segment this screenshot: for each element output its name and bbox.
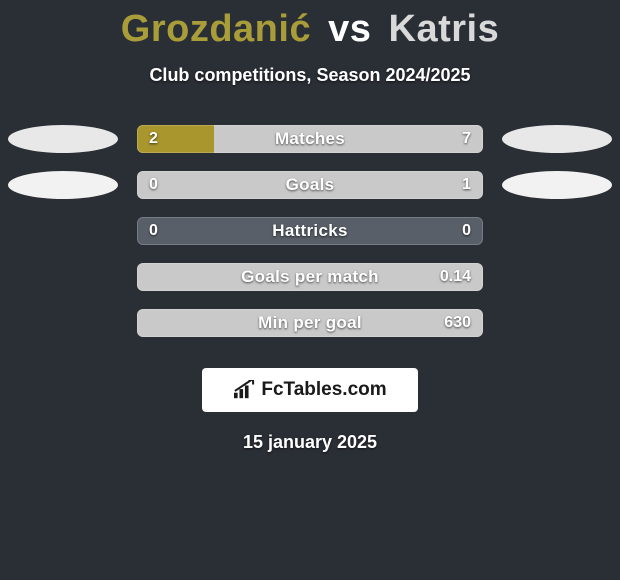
subtitle: Club competitions, Season 2024/2025 — [0, 65, 620, 86]
stat-label: Hattricks — [272, 221, 347, 241]
player1-badge — [8, 171, 118, 199]
player2-name: Katris — [389, 8, 500, 50]
stat-value-right: 1 — [462, 176, 471, 194]
stat-label: Goals — [286, 175, 335, 195]
logo-box: FcTables.com — [202, 368, 418, 412]
stat-value-left: 0 — [149, 176, 158, 194]
stat-bar: 0 0 Hattricks — [137, 217, 483, 245]
player1-name: Grozdanić — [121, 8, 311, 50]
stat-row: 630 Min per goal — [0, 300, 620, 346]
stat-value-right: 7 — [462, 130, 471, 148]
stat-row: 0 1 Goals — [0, 162, 620, 208]
logo-text: FcTables.com — [261, 379, 386, 401]
stat-value-left: 0 — [149, 222, 158, 240]
stat-value-right: 0.14 — [440, 268, 471, 286]
stats-container: 2 7 Matches 0 1 Goals 0 0 Hattricks 0.14 Goals per… — [0, 116, 620, 346]
stat-bar: 630 Min per goal — [137, 309, 483, 337]
fctables-icon — [233, 380, 255, 400]
stat-value-right: 630 — [444, 314, 471, 332]
stat-row: 2 7 Matches — [0, 116, 620, 162]
stat-bar: 0.14 Goals per match — [137, 263, 483, 291]
player1-badge — [8, 125, 118, 153]
stat-label: Min per goal — [258, 313, 362, 333]
stat-row: 0.14 Goals per match — [0, 254, 620, 300]
comparison-title: Grozdanić vs Katris — [0, 0, 620, 51]
stat-label: Matches — [275, 129, 345, 149]
stat-label: Goals per match — [241, 267, 379, 287]
date-label: 15 january 2025 — [0, 432, 620, 453]
player2-badge — [502, 125, 612, 153]
player2-badge — [502, 171, 612, 199]
vs-label: vs — [328, 8, 371, 50]
stat-value-left: 2 — [149, 130, 158, 148]
stat-row: 0 0 Hattricks — [0, 208, 620, 254]
stat-bar: 0 1 Goals — [137, 171, 483, 199]
stat-value-right: 0 — [462, 222, 471, 240]
stat-bar: 2 7 Matches — [137, 125, 483, 153]
